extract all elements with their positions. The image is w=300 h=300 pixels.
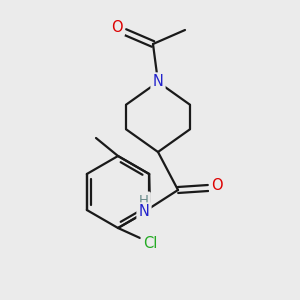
Text: H: H xyxy=(139,194,149,206)
Text: Cl: Cl xyxy=(143,236,157,250)
Text: N: N xyxy=(153,74,164,89)
Text: O: O xyxy=(211,178,223,194)
Text: O: O xyxy=(111,20,123,34)
Text: N: N xyxy=(139,205,149,220)
